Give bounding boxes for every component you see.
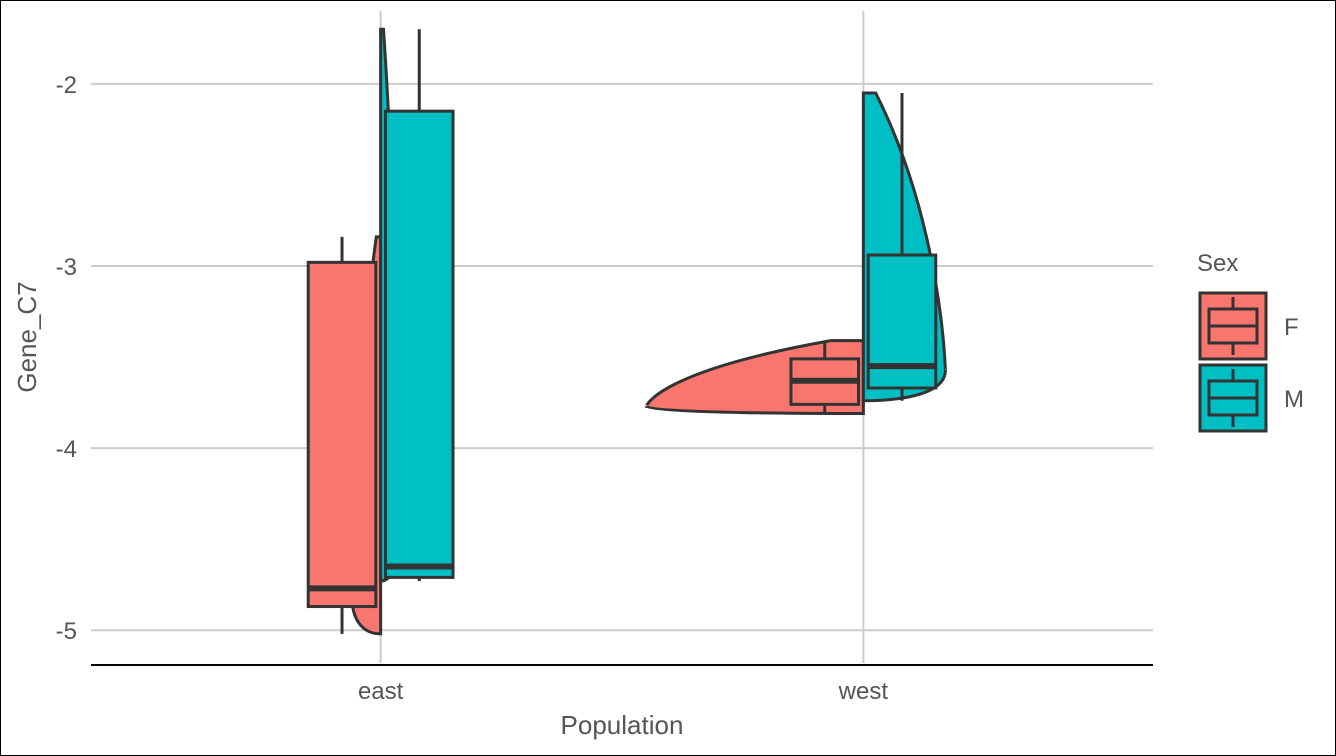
x-tick-label: west [838,678,889,705]
x-tick-label: east [358,678,404,705]
y-axis-title: Gene_C7 [12,281,42,392]
box-M-east [383,109,455,579]
legend-label-F: F [1284,314,1299,341]
box-F-east [306,260,378,609]
y-tick-label: -5 [56,618,77,645]
x-axis-title: Population [561,710,684,740]
y-tick-label: -4 [56,436,77,463]
legend-title: Sex [1197,250,1238,277]
y-tick-label: -3 [56,254,77,281]
y-tick-label: -2 [56,72,77,99]
legend-label-M: M [1284,386,1304,413]
